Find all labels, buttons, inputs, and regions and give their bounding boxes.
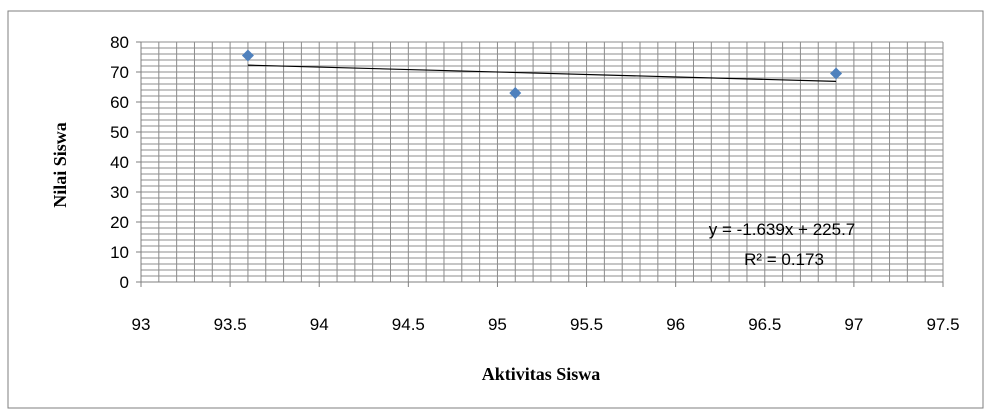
x-axis-title: Aktivitas Siswa (482, 364, 601, 384)
y-tick-label: 20 (110, 213, 129, 232)
y-tick-label: 10 (110, 243, 129, 262)
y-tick-label: 0 (120, 273, 129, 292)
data-point (241, 49, 254, 62)
grid (140, 41, 944, 283)
trendline-r-squared: R² = 0.173 (744, 250, 824, 269)
x-tick-label: 94 (310, 315, 329, 334)
y-tick-label: 60 (110, 93, 129, 112)
x-tick-label: 97.5 (926, 315, 959, 334)
x-tick-label: 93 (132, 315, 151, 334)
trendline-equation: y = -1.639x + 225.7 (709, 220, 856, 239)
data-point (509, 87, 522, 99)
y-tick-label: 70 (110, 63, 129, 82)
data-point (830, 67, 843, 80)
y-axis-title: Nilai Siswa (50, 122, 70, 208)
y-tick-label: 30 (110, 183, 129, 202)
y-tick-label: 80 (110, 33, 129, 52)
x-tick-label: 96 (666, 315, 685, 334)
y-tick-label: 40 (110, 153, 129, 172)
tick-labels: 0 10 20 30 40 50 60 70 80 93 93.5 94 94.5 95 95.5 96 96.… (110, 33, 959, 334)
trendline-group (247, 64, 837, 82)
x-tick-label: 94.5 (392, 315, 425, 334)
x-tick-label: 93.5 (214, 315, 247, 334)
x-tick-label: 96.5 (748, 315, 781, 334)
x-tick-label: 97 (844, 315, 863, 334)
x-tick-label: 95 (488, 315, 507, 334)
y-tick-label: 50 (110, 123, 129, 142)
axes (136, 41, 944, 287)
data-points (241, 49, 843, 99)
x-tick-label: 95.5 (570, 315, 603, 334)
trendline (247, 64, 837, 82)
